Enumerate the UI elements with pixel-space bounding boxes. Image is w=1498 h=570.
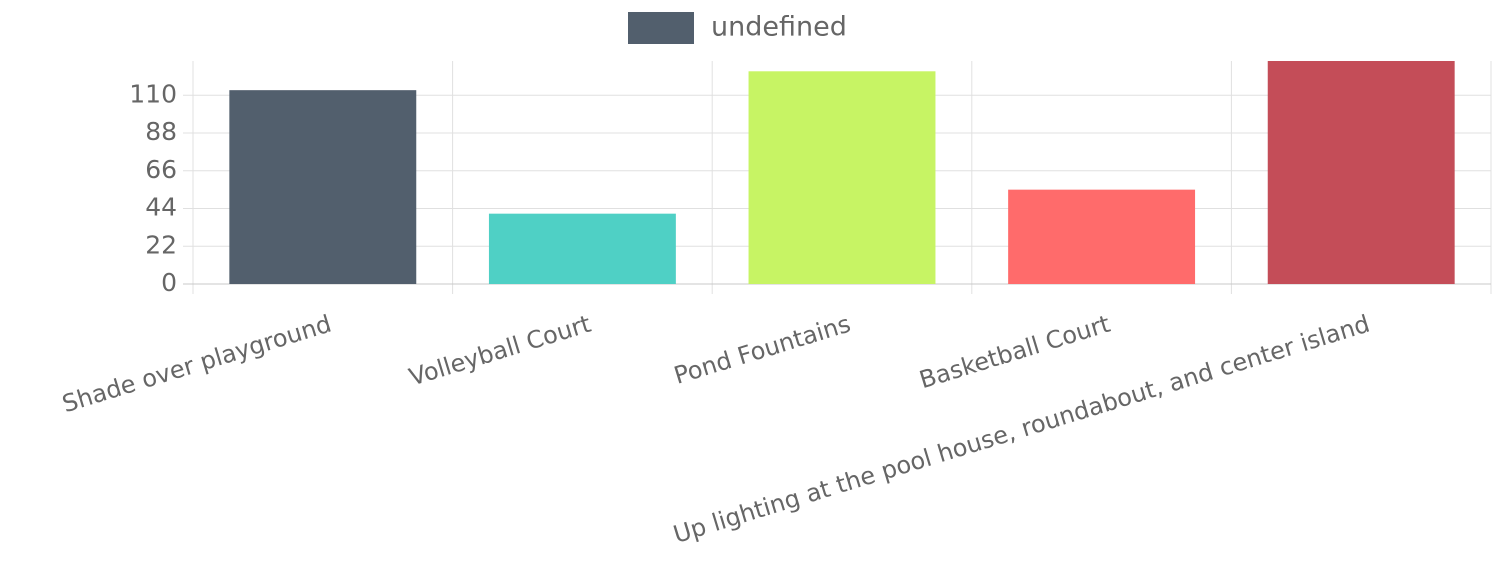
x-tick-label: Volleyball Court (406, 310, 594, 392)
bar (488, 213, 676, 284)
bar (1267, 61, 1455, 284)
bar (229, 90, 417, 285)
y-tick-label: 110 (129, 79, 177, 108)
legend-label: undefined (711, 12, 847, 43)
y-tick-label: 0 (161, 268, 177, 297)
x-tick-label: Basketball Court (916, 310, 1113, 395)
x-tick-label: Shade over playground (59, 310, 335, 419)
y-tick-label: 44 (145, 193, 177, 222)
bar (748, 71, 936, 285)
y-tick-label: 22 (145, 230, 177, 259)
y-tick-label: 88 (145, 117, 177, 146)
y-tick-label: 66 (145, 155, 177, 184)
bar (1008, 189, 1196, 284)
x-tick-label: Pond Fountains (671, 310, 854, 390)
legend-swatch (628, 12, 694, 44)
